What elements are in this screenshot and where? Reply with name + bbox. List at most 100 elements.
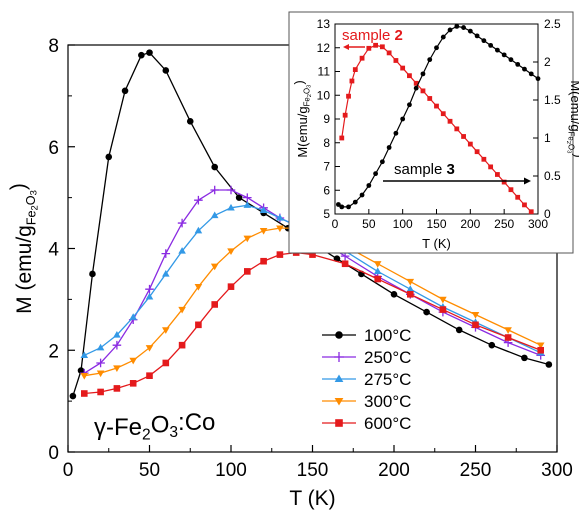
x-tick-label: 50 <box>139 460 160 481</box>
inset-right-tick-label: 0 <box>544 207 551 221</box>
y-axis-label: M (emu/gFe2O3) <box>7 183 40 314</box>
legend-label: 275°C <box>364 370 411 389</box>
inset-data-point <box>529 209 534 214</box>
inset-x-tick-label: 150 <box>426 217 446 231</box>
inset-left-tick-label: 11 <box>318 65 331 79</box>
data-point <box>472 322 479 329</box>
legend-marker <box>335 374 344 382</box>
series-600°C <box>81 249 544 397</box>
inset-data-point <box>394 58 399 63</box>
inset-data-point <box>343 113 348 118</box>
inset-data-point <box>380 44 385 49</box>
inset-left-tick-label: 7 <box>323 160 330 174</box>
inset-data-point <box>414 86 419 91</box>
inset-right-tick-label: 0.5 <box>544 169 561 183</box>
data-point <box>211 164 218 171</box>
inset-data-point <box>522 67 527 72</box>
inset-data-point <box>454 126 459 131</box>
legend-marker <box>335 419 343 427</box>
inset-data-point <box>468 142 473 147</box>
legend-label: 600°C <box>364 414 411 433</box>
inset-data-point <box>421 71 426 76</box>
data-point <box>146 372 153 379</box>
inset-series-label: sample 3 <box>394 161 455 178</box>
data-point <box>407 291 414 298</box>
data-point <box>122 87 129 94</box>
inset-data-point <box>434 45 439 50</box>
data-point <box>244 268 251 275</box>
data-point <box>537 347 544 354</box>
inset-series-label: sample 2 <box>342 27 403 44</box>
data-point <box>277 251 284 258</box>
inset-data-point <box>502 52 507 57</box>
legend-label: 300°C <box>364 392 411 411</box>
inset-data-point <box>448 119 453 124</box>
data-point <box>505 334 512 341</box>
composition-annotation: γ-Fe2O3:Co <box>94 409 215 444</box>
inset-data-point <box>441 35 446 40</box>
data-point <box>210 186 219 195</box>
inset-data-point <box>400 66 405 71</box>
inset-data-point <box>441 111 446 116</box>
data-point <box>114 385 121 392</box>
data-point <box>130 380 137 387</box>
x-tick-label: 0 <box>63 460 74 481</box>
data-point <box>178 219 187 228</box>
inset-left-tick-label: 5 <box>323 207 330 221</box>
data-point <box>70 393 77 400</box>
inset-data-point <box>509 187 514 192</box>
data-point <box>227 186 236 195</box>
inset-right-tick-label: 2 <box>544 55 551 69</box>
inset-data-point <box>481 38 486 43</box>
inset-data-point <box>488 43 493 48</box>
data-point <box>260 258 267 265</box>
data-point <box>407 279 415 286</box>
data-point <box>105 154 112 161</box>
inset-data-point <box>366 46 371 51</box>
inset-data-point <box>475 33 480 38</box>
inset-data-point <box>400 117 405 122</box>
inset-data-point <box>394 131 399 136</box>
y-tick-label: 0 <box>48 443 59 464</box>
data-point <box>489 342 496 349</box>
inset-right-tick-label: 1 <box>544 131 551 145</box>
inset-left-tick-label: 9 <box>323 112 330 126</box>
x-tick-label: 250 <box>460 460 492 481</box>
inset-right-tick-label: 1.5 <box>544 93 561 107</box>
inset-data-point <box>515 62 520 67</box>
inset-data-point <box>360 193 365 198</box>
inset-data-point <box>407 73 412 78</box>
inset-x-tick-label: 50 <box>362 217 376 231</box>
inset-x-tick-label: 200 <box>460 217 480 231</box>
data-point <box>546 361 553 368</box>
inset-data-point <box>434 104 439 109</box>
data-point <box>195 322 202 329</box>
inset-right-tick-label: 2.5 <box>544 17 561 31</box>
inset-left-tick-label: 10 <box>317 88 331 102</box>
data-point <box>146 49 153 56</box>
inset-data-point <box>448 28 453 33</box>
inset-chart: 0 50 100 150 200 250 300 5 6 7 8 9 10 11 12 13 0 0.5 1 1.5 2… <box>289 12 579 253</box>
inset-data-point <box>461 25 466 30</box>
data-point <box>163 360 170 367</box>
data-point <box>81 390 88 397</box>
inset-data-point <box>495 48 500 53</box>
legend-marker <box>334 352 344 362</box>
inset-data-point <box>481 157 486 162</box>
data-point <box>391 291 398 298</box>
inset-left-tick-label: 12 <box>317 41 331 55</box>
legend-label: 250°C <box>364 348 411 367</box>
inset-data-point <box>461 134 466 139</box>
inset-data-point <box>380 159 385 164</box>
data-point <box>244 236 252 243</box>
inset-data-point <box>529 71 534 76</box>
inset-data-point <box>475 149 480 154</box>
inset-left-tick-label: 8 <box>323 136 330 150</box>
inset-x-tick-label: 250 <box>494 217 514 231</box>
inset-data-point <box>515 195 520 200</box>
data-point <box>342 260 349 267</box>
data-point <box>211 301 218 308</box>
data-point <box>81 373 89 380</box>
data-point <box>456 327 463 334</box>
